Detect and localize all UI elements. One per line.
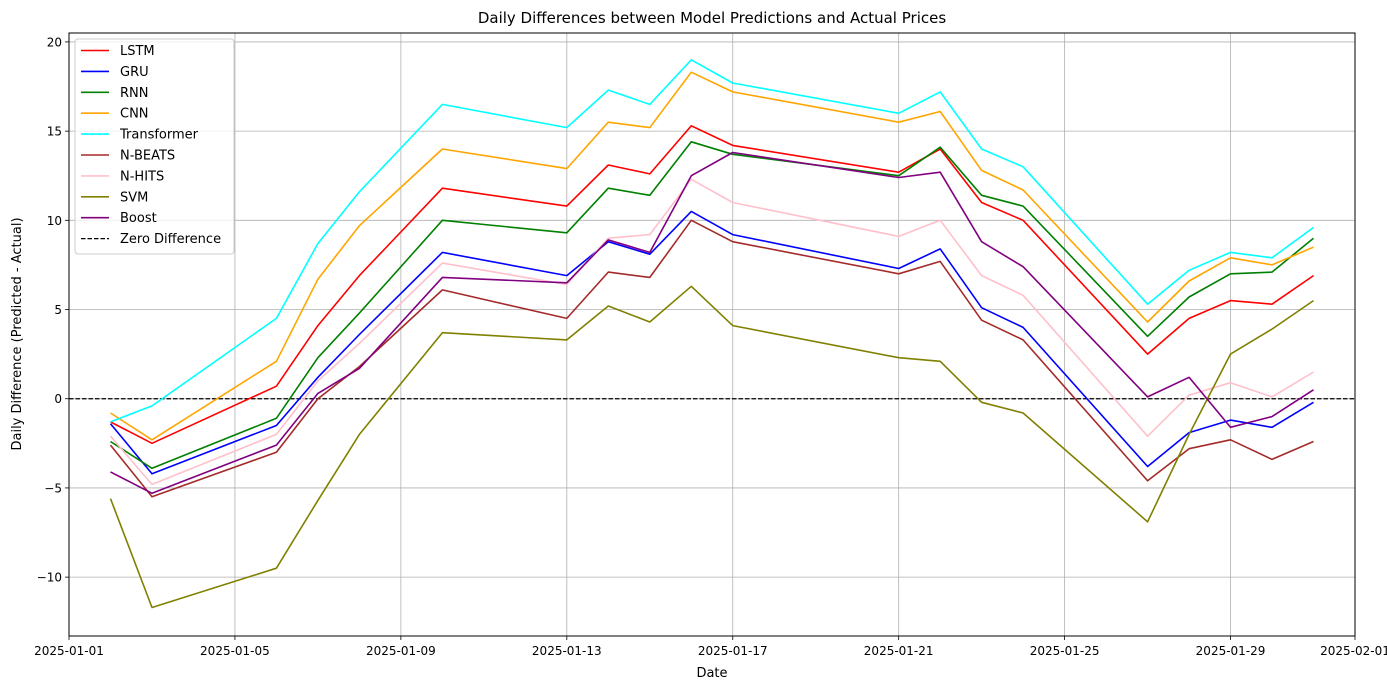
grid-layer [68, 33, 1356, 636]
y-tick-label: −5 [44, 481, 62, 495]
series-line-gru [109, 210, 1314, 475]
legend-box [74, 38, 235, 255]
legend-label: Boost [120, 211, 157, 226]
series-line-n-beats [109, 219, 1314, 498]
x-tick-label: 2025-01-25 [1030, 644, 1100, 658]
y-ticks-layer: 20 15 10 5 0 −5 −10 [37, 35, 69, 585]
legend-label: Zero Difference [120, 232, 221, 247]
x-ticks-layer: 2025-01-01 2025-01-05 2025-01-09 2025-01-13… [34, 636, 1387, 658]
legend-label: GRU [120, 65, 149, 80]
x-tick-label: 2025-01-21 [864, 644, 934, 658]
legend: LSTM GRU RNN CNN Transformer N-BEATS N-HITS SVM… [74, 38, 235, 255]
series-line-rnn [110, 141, 1315, 470]
x-tick-label: 2025-01-13 [532, 644, 602, 658]
y-tick-label: 15 [47, 125, 62, 139]
series-line-n-hits [109, 178, 1314, 486]
y-tick-label: 5 [54, 303, 62, 317]
x-tick-label: 2025-01-09 [366, 644, 436, 658]
y-tick-label: 0 [54, 392, 62, 406]
series-line-lstm [110, 125, 1314, 445]
x-tick-label: 2025-01-29 [1196, 644, 1266, 658]
x-tick-label: 2025-01-17 [698, 644, 768, 658]
legend-label: Transformer [119, 128, 199, 143]
x-tick-label: 2025-02-01 [1320, 644, 1387, 658]
y-tick-label: 20 [47, 35, 62, 49]
y-tick-label: −10 [37, 571, 62, 585]
series-line-cnn [110, 71, 1314, 441]
chart-title: Daily Differences between Model Predicti… [478, 9, 947, 27]
legend-label: SVM [120, 190, 148, 205]
x-tick-label: 2025-01-05 [200, 644, 270, 658]
legend-label: CNN [120, 107, 149, 122]
series-layer [109, 58, 1315, 609]
series-line-svm [109, 285, 1314, 609]
x-axis-label: Date [696, 666, 727, 681]
legend-label: N-BEATS [120, 149, 175, 164]
y-axis-label: Daily Difference (Predicted - Actual) [10, 217, 25, 450]
series-line-boost [110, 151, 1314, 495]
legend-label: N-HITS [120, 169, 164, 184]
x-tick-label: 2025-01-01 [34, 644, 104, 658]
series-line-transformer [110, 58, 1314, 423]
plot-frame [68, 32, 1356, 637]
y-tick-label: 10 [47, 214, 62, 228]
legend-label: LSTM [120, 44, 155, 59]
legend-label: RNN [120, 86, 148, 101]
